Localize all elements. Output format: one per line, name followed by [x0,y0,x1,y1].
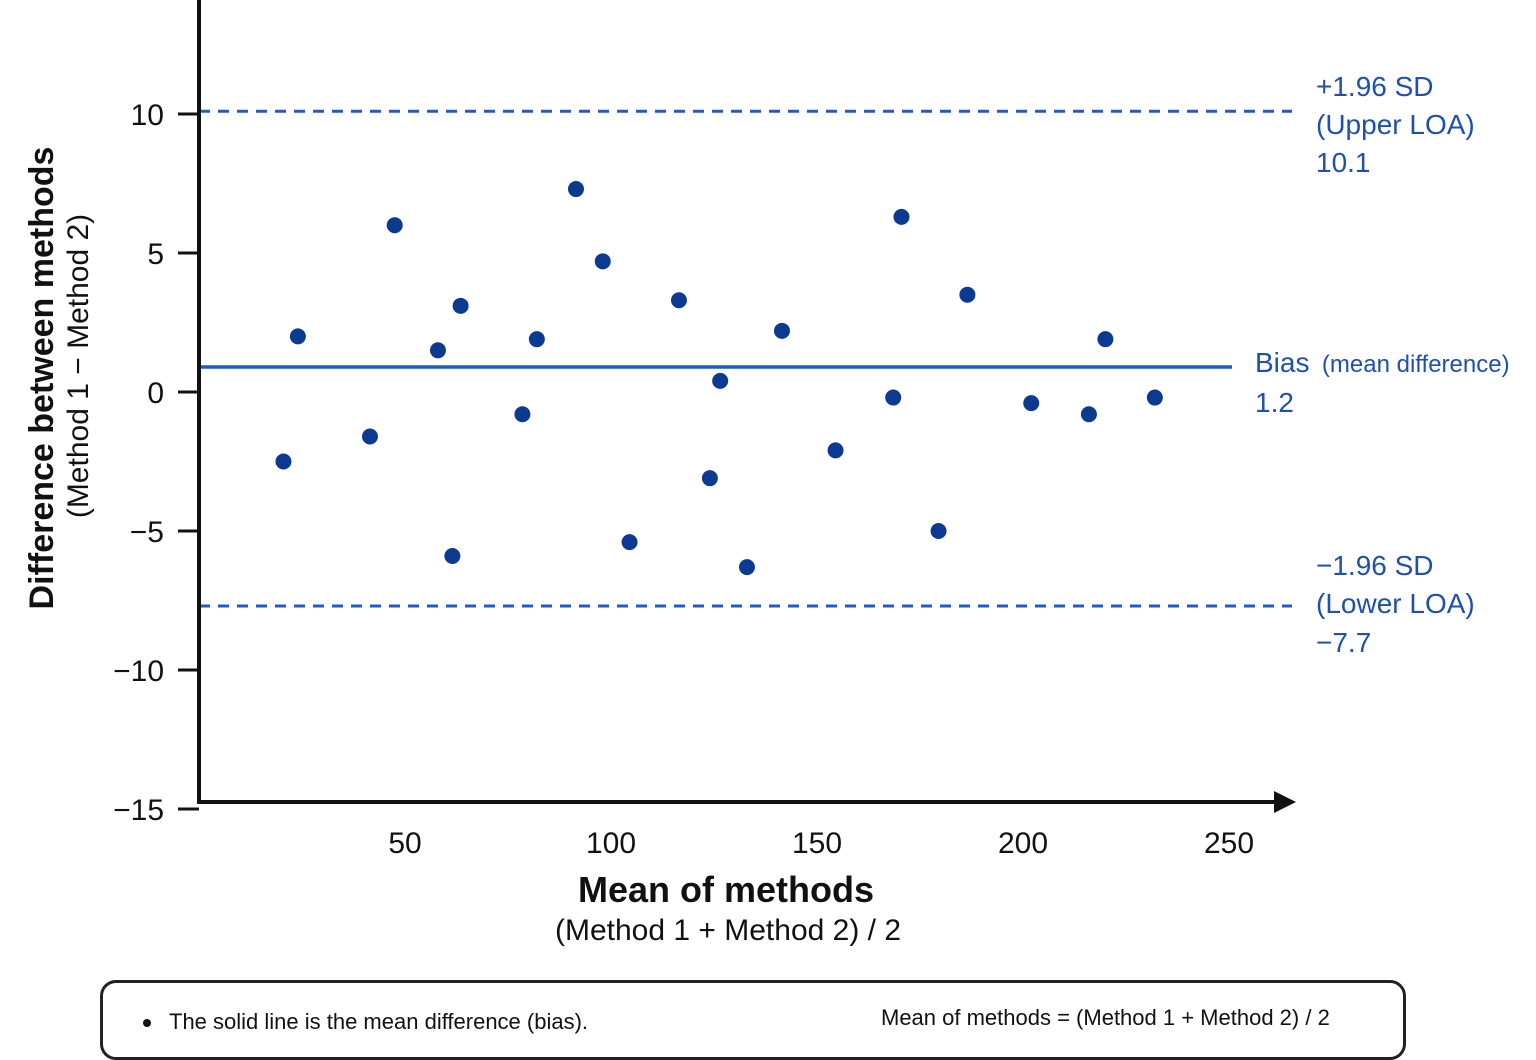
data-point [1080,406,1097,423]
bullet-icon [143,1019,151,1028]
lower-loa-label: −1.96 SD [1316,550,1434,581]
upper-loa-value: 10.1 [1316,147,1371,178]
data-point [386,217,403,234]
data-point [528,331,545,348]
data-point [621,534,638,551]
data-point [670,292,687,309]
y-axis-subtitle: (Method 1 − Method 2) [62,214,95,518]
x-tick-label: 250 [1204,827,1254,860]
axes [197,0,1296,813]
data-point [429,342,446,359]
y-ticks: 10 5 0 −5 −10 −15 [113,99,199,827]
data-point [930,523,947,539]
data-points [275,181,1163,576]
upper-loa-label2: (Upper LOA) [1316,109,1475,140]
bias-label-sub: (mean difference) [1322,351,1510,378]
data-point [567,181,584,198]
data-point [1097,331,1114,348]
data-point [738,559,755,576]
data-point [444,548,461,565]
note-formula: Mean of methods = (Method 1 + Method 2) … [881,1005,1330,1030]
notes-box: The solid line is the mean difference (b… [100,980,1406,1060]
data-point [452,297,469,314]
x-axis-subtitle: (Method 1 + Method 2) / 2 [555,914,901,947]
y-tick-label: 0 [147,377,164,410]
data-point [712,372,729,389]
x-ticks: 50 100 150 200 250 [388,827,1254,860]
y-tick-label: 10 [131,99,164,132]
x-tick-label: 150 [792,827,842,860]
upper-loa-label: +1.96 SD [1316,71,1434,102]
x-axis-arrowhead [1274,791,1296,813]
lower-loa-label2: (Lower LOA) [1316,588,1475,619]
lower-loa-value: −7.7 [1316,627,1371,658]
x-tick-label: 50 [388,827,421,860]
note-bullet-text: The solid line is the mean difference (b… [169,1009,589,1034]
x-tick-label: 100 [586,827,636,860]
data-point [275,453,292,470]
data-point [701,470,718,487]
data-point [1146,389,1163,406]
data-point [827,442,844,459]
data-point [1023,395,1040,412]
data-point [594,253,611,270]
reference-lines [199,109,1292,608]
reference-annotations: +1.96 SD (Upper LOA) 10.1 Bias (mean dif… [1255,71,1510,658]
x-axis-title: Mean of methods [578,869,874,910]
data-point [773,322,790,339]
note-bullet-item: The solid line is the mean difference (b… [143,1009,588,1035]
y-axis-title: Difference between methods [23,147,61,610]
y-tick-label: 5 [147,238,164,271]
bias-label: Bias (mean difference) [1255,347,1510,378]
data-point [361,428,378,445]
data-point [289,328,306,345]
y-tick-label: −15 [113,794,164,827]
data-point [893,208,910,225]
data-point [514,406,531,423]
y-tick-label: −10 [113,655,164,688]
x-tick-label: 200 [998,827,1048,860]
y-tick-label: −5 [130,516,164,549]
data-point [959,286,976,303]
bias-label-main: Bias [1255,347,1309,378]
bias-value: 1.2 [1255,387,1294,418]
data-point [885,389,902,406]
